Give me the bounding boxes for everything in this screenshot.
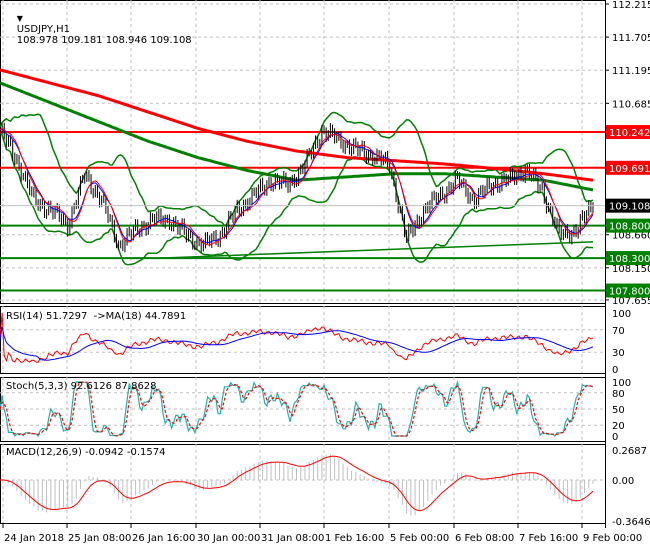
level-price-tag-bg	[606, 218, 650, 233]
moving-average-fast-blue	[0, 128, 594, 244]
rsi-tick-label: 100	[612, 309, 631, 320]
moving-average-fast-red	[0, 127, 594, 246]
current-price-tag-bg	[606, 198, 650, 213]
price-label: 111.705	[612, 33, 650, 44]
symbol-label: USDJPY,H1	[16, 24, 71, 35]
time-label: 6 Feb 08:00	[455, 533, 514, 544]
time-label: 24 Jan 2018	[4, 533, 64, 544]
macd-tick-label: 0.00	[612, 476, 634, 487]
price-label: 107.655	[612, 296, 650, 307]
stoch-tick-label: 80	[612, 389, 625, 400]
time-label: 5 Feb 00:00	[390, 533, 449, 544]
level-price-tag-bg	[606, 251, 650, 266]
stoch-main-line	[0, 380, 594, 438]
time-label: 26 Jan 16:00	[132, 533, 195, 544]
current-price-tag: 109.108	[609, 202, 650, 213]
level-price-tag-bg	[606, 125, 650, 140]
chart-header: ▼ USDJPY,H1 108.978 109.181 108.946 109.…	[4, 2, 192, 57]
rsi-tick-label: 30	[612, 348, 625, 359]
macd-label: MACD(12,26,9) -0.0942 -0.1574	[6, 447, 166, 458]
price-label: 111.195	[612, 66, 650, 77]
bollinger-lower-band	[0, 132, 594, 266]
rsi-line	[0, 312, 594, 363]
time-label: 25 Jan 08:00	[68, 533, 131, 544]
price-label: 110.685	[612, 99, 650, 110]
rsi-ma-line	[0, 326, 594, 361]
level-price-tag-bg	[606, 283, 650, 298]
trend-line	[159, 241, 594, 259]
ohlc-values: 108.978 109.181 108.946 109.108	[16, 35, 192, 46]
level-price-tag: 110.242	[609, 128, 650, 139]
stoch-label: Stoch(5,3,3) 92.6126 87.8628	[6, 381, 157, 392]
price-label: 108.660	[612, 231, 650, 242]
time-label: 1 Feb 16:00	[325, 533, 384, 544]
macd-tick-label: -0.3646	[612, 517, 650, 528]
stoch-tick-label: 100	[612, 378, 631, 389]
level-price-tag: 109.691	[609, 164, 650, 175]
level-price-tag: 108.300	[609, 254, 650, 265]
stoch-tick-label: 0	[612, 432, 618, 443]
stoch-tick-label: 50	[612, 405, 625, 416]
time-label: 31 Jan 08:00	[261, 533, 324, 544]
time-label: 30 Jan 00:00	[197, 533, 260, 544]
rsi-tick-label: 0	[612, 365, 618, 376]
stoch-signal-line	[0, 381, 594, 437]
time-label: 9 Feb 00:00	[583, 533, 642, 544]
moving-average-red	[0, 68, 594, 182]
rsi-tick-label: 70	[612, 326, 625, 337]
stoch-tick-label: 20	[612, 421, 625, 432]
macd-signal-line	[0, 455, 594, 512]
price-label: 108.150	[612, 264, 650, 275]
macd-tick-label: 0.2687	[612, 446, 647, 457]
price-label: 112.215	[612, 0, 650, 11]
level-price-tag: 107.800	[609, 287, 650, 298]
triangle-down-icon[interactable]: ▼	[16, 14, 23, 23]
time-label: 7 Feb 16:00	[519, 533, 578, 544]
level-price-tag-bg	[606, 160, 650, 175]
rsi-label: RSI(14) 51.7297 ->MA(18) 44.7891	[6, 311, 187, 322]
level-price-tag: 108.800	[609, 222, 650, 233]
